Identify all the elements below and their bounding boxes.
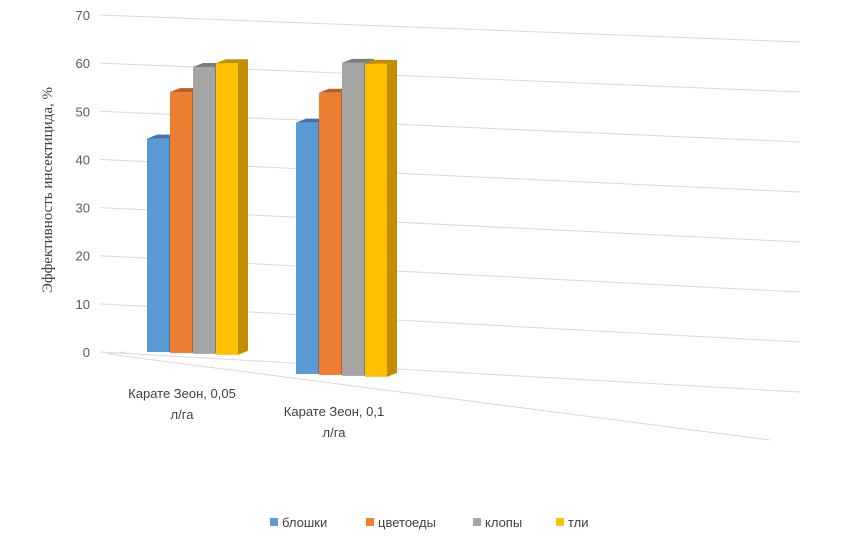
- y-tick-label: 60: [76, 56, 90, 71]
- y-tick-label: 10: [76, 297, 90, 312]
- y-tick-label: 20: [76, 249, 90, 264]
- legend-swatch: [556, 518, 564, 526]
- y-axis-label: Эффективность инсектицида, %: [40, 87, 56, 293]
- legend-label: тли: [568, 515, 589, 530]
- category-label: Карате Зеон, 0,05: [128, 386, 236, 401]
- bar-цветоеды: [170, 92, 192, 353]
- bar-клопы: [193, 66, 215, 354]
- bar-блошки: [296, 122, 318, 374]
- bar-top: [342, 58, 374, 63]
- bar-клопы: [342, 62, 364, 376]
- bar-top: [216, 59, 248, 64]
- gridline-70: [99, 14, 801, 43]
- floor-edge: [107, 353, 771, 441]
- bar-блошки: [147, 138, 169, 352]
- gridline-0: [99, 351, 801, 393]
- y-tick-label: 70: [76, 8, 90, 23]
- category-label: л/га: [171, 407, 195, 422]
- legend-swatch: [473, 518, 481, 526]
- legend-label: блошки: [282, 515, 327, 530]
- bar-side: [387, 59, 397, 377]
- bar-цветоеды: [319, 92, 341, 375]
- bars: [147, 58, 397, 377]
- legend-label: цветоеды: [378, 515, 436, 530]
- bar-top: [365, 59, 397, 64]
- y-tick-label: 0: [83, 345, 90, 360]
- category-label: л/га: [323, 425, 347, 440]
- category-label: Карате Зеон, 0,1: [284, 404, 384, 419]
- floor-corner: [107, 351, 127, 355]
- y-axis-ticks: 0 10 20 30 40 50 60 70: [76, 8, 90, 360]
- legend-swatch: [366, 518, 374, 526]
- bar-тли: [216, 63, 238, 355]
- y-tick-label: 30: [76, 201, 90, 216]
- x-axis-categories: Карате Зеон, 0,05 л/га Карате Зеон, 0,1 л/г…: [128, 386, 384, 440]
- bar-side: [238, 59, 248, 355]
- bar-тли: [365, 63, 387, 377]
- legend-label: клопы: [485, 515, 522, 530]
- y-tick-label: 50: [76, 104, 90, 119]
- y-tick-label: 40: [76, 152, 90, 167]
- legend-swatch: [270, 518, 278, 526]
- legend: блошки цветоеды клопы тли: [270, 515, 589, 530]
